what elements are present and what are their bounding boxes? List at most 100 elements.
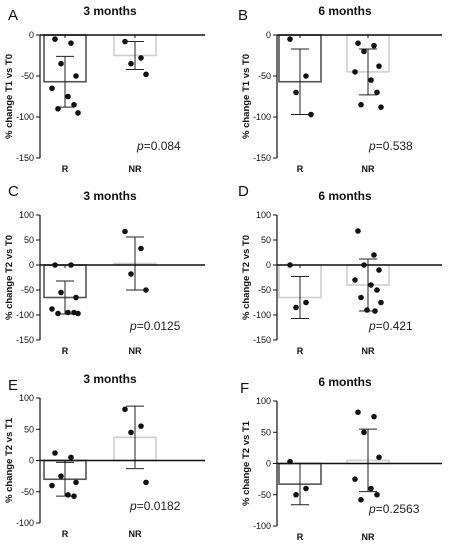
data-point [138, 55, 144, 61]
chart-title: 6 months [318, 189, 372, 203]
data-point [73, 479, 79, 486]
y-tick-label: -50 [258, 71, 271, 81]
y-tick-label: 50 [24, 235, 34, 245]
chart-title: 3 months [83, 372, 137, 386]
data-point [73, 73, 79, 79]
y-axis-label: % change T2 vs T0 [241, 235, 252, 320]
data-point [376, 267, 382, 273]
y-tick-label: 0 [266, 459, 271, 469]
data-point [358, 294, 364, 301]
data-point [361, 429, 367, 436]
y-tick-label: -50 [258, 490, 271, 500]
chart-title: 6 months [318, 375, 372, 389]
data-point [122, 406, 128, 413]
data-point [293, 89, 299, 96]
data-point [352, 476, 358, 482]
y-tick-label: -100 [253, 310, 271, 320]
data-point [361, 48, 367, 55]
p-value-label: p=0.084 [136, 139, 181, 153]
panel-letter: B [238, 7, 248, 24]
x-tick-label: R [62, 346, 69, 356]
data-point [58, 473, 64, 479]
y-axis-label: % change T1 vs T0 [4, 54, 15, 139]
data-point [355, 228, 361, 234]
y-tick-label: 0 [29, 30, 34, 40]
data-point [52, 450, 58, 456]
x-tick-label: NR [129, 529, 142, 539]
chart-title: 3 months [83, 189, 137, 203]
data-point [303, 73, 309, 79]
p-value-label: p=0.0182 [129, 499, 181, 513]
y-tick-label: -150 [253, 153, 271, 163]
chart-title: 6 months [318, 4, 372, 18]
data-point [371, 42, 377, 49]
x-tick-label: NR [362, 346, 375, 356]
y-tick-label: 0 [266, 260, 271, 270]
y-axis-label: % change T2 vs T0 [4, 235, 15, 320]
y-tick-label: -100 [253, 521, 271, 531]
data-point [68, 40, 74, 46]
y-tick-label: -100 [253, 112, 271, 122]
y-tick-label: 0 [266, 30, 271, 40]
y-tick-label: 100 [256, 396, 271, 406]
data-point [71, 493, 77, 499]
x-tick-label: NR [129, 164, 142, 174]
data-point [52, 36, 58, 42]
panel-letter: F [240, 380, 249, 397]
data-point [352, 69, 358, 75]
x-tick-label: R [297, 164, 304, 174]
y-tick-label: -100 [16, 518, 34, 528]
data-point [355, 40, 361, 46]
data-point [293, 491, 299, 498]
data-point [49, 85, 55, 92]
x-tick-label: R [297, 346, 304, 356]
data-point [122, 228, 128, 235]
data-point [368, 77, 374, 83]
data-point [371, 252, 377, 258]
y-tick-label: -150 [16, 335, 34, 345]
data-point [368, 485, 374, 492]
data-point [75, 110, 81, 116]
data-point [73, 294, 79, 301]
data-point [374, 491, 380, 498]
data-point [143, 479, 149, 486]
data-point [378, 299, 384, 306]
y-tick-label: -150 [253, 335, 271, 345]
y-tick-label: 50 [261, 427, 271, 437]
p-value-symbol: p [368, 139, 376, 153]
x-tick-label: NR [362, 532, 375, 542]
panel-letter: D [238, 183, 249, 200]
x-tick-label: R [62, 164, 69, 174]
data-point [55, 106, 61, 112]
data-point [303, 299, 309, 306]
y-tick-label: 50 [261, 235, 271, 245]
panel-letter: A [8, 7, 18, 24]
p-value-label: p=0.538 [368, 139, 413, 153]
p-value-number: =0.538 [376, 139, 413, 153]
data-point [71, 101, 77, 108]
y-tick-label: -50 [258, 285, 271, 295]
data-point [138, 245, 144, 252]
y-tick-label: -50 [21, 71, 34, 81]
data-point [65, 93, 71, 100]
data-point [128, 429, 134, 436]
data-point [143, 71, 149, 78]
data-point [374, 287, 380, 293]
y-axis-label: % change T2 vs T1 [4, 417, 15, 503]
data-point [65, 309, 71, 316]
p-value-symbol: p [129, 319, 137, 333]
data-point [374, 89, 380, 96]
y-tick-label: -50 [21, 487, 34, 497]
data-point [303, 485, 309, 492]
data-point [376, 454, 382, 461]
data-point [378, 104, 384, 110]
y-tick-label: 100 [256, 210, 271, 220]
data-point [68, 454, 74, 461]
x-tick-label: NR [362, 164, 375, 174]
y-tick-label: 50 [24, 424, 34, 434]
x-tick-label: NR [129, 346, 142, 356]
x-tick-label: R [62, 529, 69, 539]
data-point [376, 63, 382, 69]
